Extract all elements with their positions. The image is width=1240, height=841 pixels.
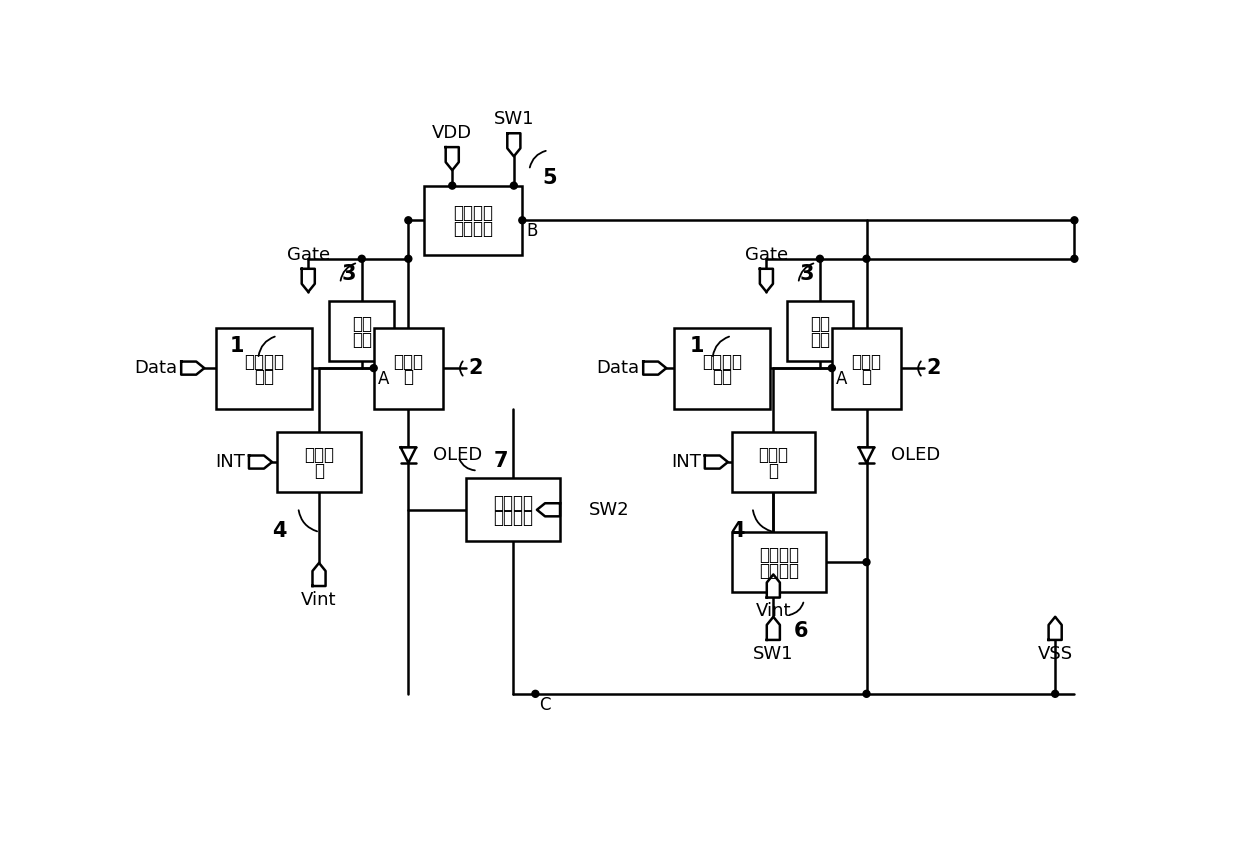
- Circle shape: [1071, 256, 1078, 262]
- Polygon shape: [760, 269, 773, 292]
- Text: Data: Data: [134, 359, 177, 377]
- Text: 7: 7: [494, 452, 508, 471]
- Text: A: A: [836, 370, 847, 388]
- Polygon shape: [766, 574, 780, 598]
- Text: 数据写入: 数据写入: [702, 352, 742, 371]
- Bar: [787, 301, 853, 361]
- Text: 驱动模: 驱动模: [852, 352, 882, 371]
- Text: 第三导通: 第三导通: [494, 494, 533, 512]
- Polygon shape: [766, 616, 780, 640]
- Text: Gate: Gate: [745, 246, 787, 264]
- Circle shape: [371, 365, 377, 372]
- Text: 块: 块: [403, 368, 413, 386]
- Polygon shape: [445, 147, 459, 170]
- Text: 第一导通: 第一导通: [453, 204, 494, 222]
- Circle shape: [511, 182, 517, 189]
- Text: 6: 6: [794, 621, 808, 641]
- Text: 模块: 模块: [352, 331, 372, 349]
- Polygon shape: [181, 362, 205, 374]
- Text: 1: 1: [231, 336, 244, 356]
- Bar: [329, 301, 394, 361]
- Text: 复位模: 复位模: [304, 446, 334, 464]
- Polygon shape: [859, 447, 874, 463]
- Text: INT: INT: [671, 453, 701, 471]
- Text: 控制模块: 控制模块: [759, 562, 799, 579]
- Text: SW1: SW1: [494, 110, 534, 129]
- Text: 数据写入: 数据写入: [244, 352, 284, 371]
- Text: 电容: 电容: [810, 315, 830, 333]
- Text: Gate: Gate: [286, 246, 330, 264]
- Bar: [832, 328, 901, 409]
- Text: OLED: OLED: [892, 446, 940, 464]
- Text: A: A: [377, 370, 389, 388]
- Text: 4: 4: [272, 521, 286, 541]
- Bar: [216, 328, 312, 409]
- Circle shape: [449, 182, 456, 189]
- Circle shape: [863, 558, 870, 566]
- Text: Data: Data: [596, 359, 640, 377]
- Bar: [732, 532, 826, 592]
- Polygon shape: [644, 362, 666, 374]
- Circle shape: [816, 256, 823, 262]
- Circle shape: [405, 217, 412, 224]
- Text: 电容: 电容: [352, 315, 372, 333]
- Text: INT: INT: [216, 453, 246, 471]
- Polygon shape: [704, 456, 728, 468]
- Text: 驱动模: 驱动模: [393, 352, 423, 371]
- Text: 3: 3: [342, 264, 356, 284]
- Text: Vint: Vint: [301, 591, 337, 609]
- Text: 块: 块: [314, 462, 324, 479]
- Polygon shape: [301, 269, 315, 292]
- Circle shape: [863, 256, 870, 262]
- Text: 5: 5: [542, 168, 557, 188]
- Text: C: C: [539, 696, 551, 714]
- Bar: [278, 432, 361, 492]
- Bar: [424, 186, 522, 255]
- Polygon shape: [401, 447, 417, 463]
- Polygon shape: [507, 133, 521, 156]
- Text: 第二导通: 第二导通: [759, 546, 799, 564]
- Text: OLED: OLED: [433, 446, 482, 464]
- Text: 模块: 模块: [712, 368, 732, 386]
- Text: 模块: 模块: [810, 331, 830, 349]
- Text: VSS: VSS: [1038, 645, 1073, 663]
- Bar: [732, 432, 815, 492]
- Text: VDD: VDD: [433, 124, 472, 142]
- Text: SW2: SW2: [589, 500, 630, 519]
- Text: 3: 3: [800, 264, 815, 284]
- Text: Vint: Vint: [755, 602, 791, 621]
- Text: 控制模块: 控制模块: [494, 510, 533, 527]
- Text: 1: 1: [689, 336, 704, 356]
- Circle shape: [1071, 217, 1078, 224]
- Bar: [373, 328, 443, 409]
- Circle shape: [1052, 690, 1059, 697]
- Polygon shape: [249, 456, 272, 468]
- Circle shape: [518, 217, 526, 224]
- Text: 4: 4: [730, 521, 744, 541]
- Text: SW1: SW1: [753, 645, 794, 663]
- Text: 2: 2: [926, 358, 941, 378]
- Circle shape: [358, 256, 366, 262]
- Text: B: B: [526, 222, 537, 240]
- Bar: [466, 479, 560, 542]
- Text: 控制模块: 控制模块: [453, 220, 494, 238]
- Text: 模块: 模块: [254, 368, 274, 386]
- Text: 2: 2: [467, 358, 482, 378]
- Circle shape: [863, 690, 870, 697]
- Text: 复位模: 复位模: [759, 446, 789, 464]
- Polygon shape: [1049, 616, 1061, 640]
- Text: 块: 块: [862, 368, 872, 386]
- Polygon shape: [312, 563, 326, 586]
- Circle shape: [828, 365, 836, 372]
- Circle shape: [405, 256, 412, 262]
- Circle shape: [532, 690, 539, 697]
- Polygon shape: [537, 503, 560, 516]
- Bar: [675, 328, 770, 409]
- Text: 块: 块: [769, 462, 779, 479]
